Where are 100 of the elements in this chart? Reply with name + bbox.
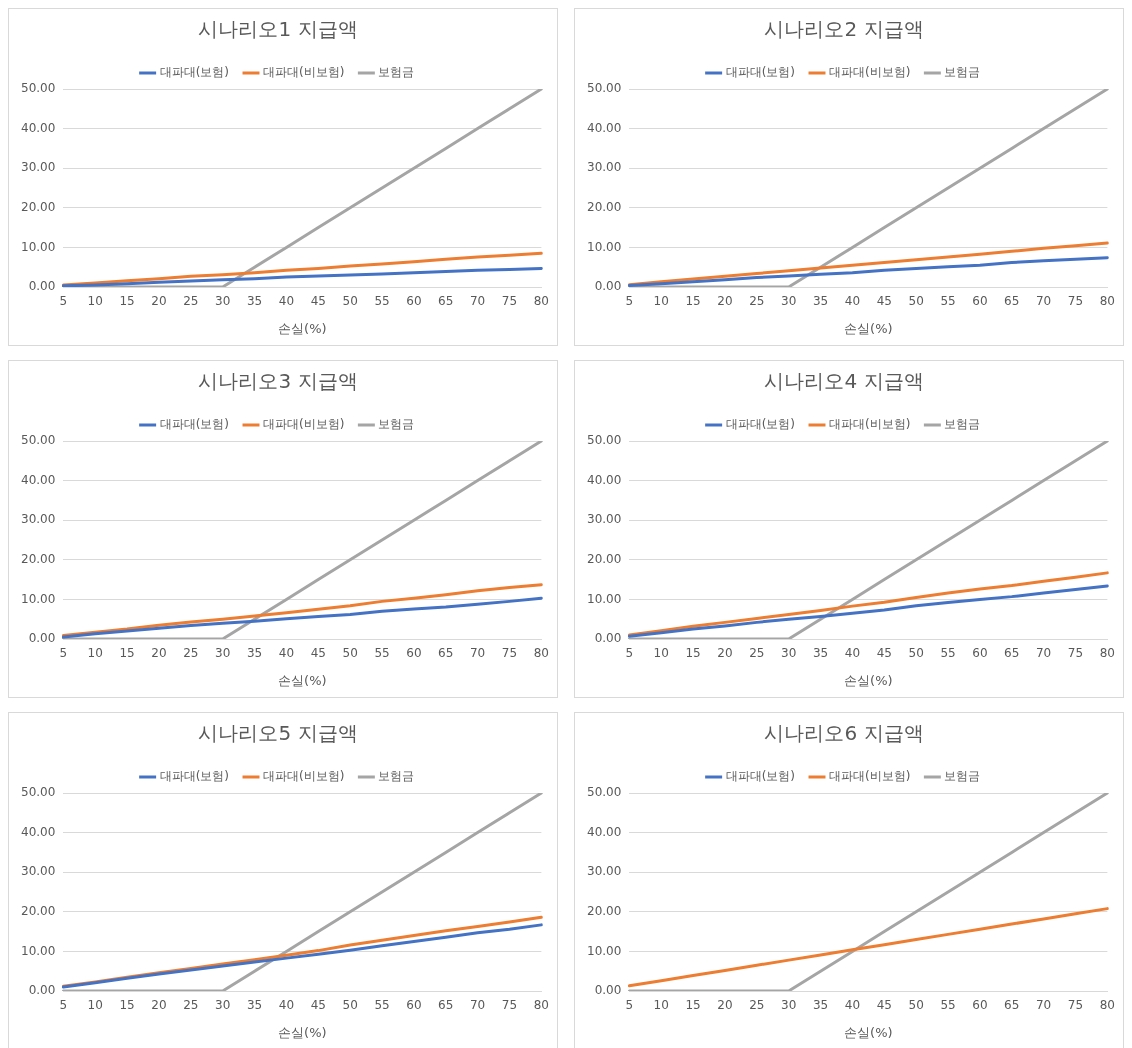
x-tick-label: 80 [1099, 294, 1116, 309]
x-tick-label: 30 [215, 646, 231, 661]
chart-title: 시나리오5 지급액 [198, 721, 358, 746]
y-tick-label: 30.00 [20, 864, 56, 879]
x-tick-label: 80 [533, 294, 550, 309]
x-tick-label: 40 [278, 998, 295, 1013]
x-tick-label: 5 [59, 294, 68, 309]
x-tick-label: 75 [1067, 998, 1084, 1013]
y-tick-label: 40.00 [586, 120, 622, 135]
x-tick-label: 55 [374, 998, 390, 1013]
x-tick-label: 80 [1099, 646, 1116, 661]
x-tick-label: 35 [812, 998, 829, 1013]
x-tick-label: 50 [342, 646, 358, 661]
x-tick-label: 70 [469, 998, 486, 1013]
x-tick-label: 65 [1004, 294, 1020, 309]
x-axis-title: 손실(%) [278, 1024, 327, 1040]
x-tick-label: 10 [87, 294, 103, 309]
x-tick-label: 35 [812, 646, 829, 661]
y-tick-label: 0.00 [594, 279, 622, 294]
x-tick-label: 55 [374, 646, 390, 661]
legend-label: 대파대(보험) [159, 65, 230, 80]
x-axis-title: 손실(%) [278, 672, 327, 688]
x-tick-label: 50 [342, 998, 358, 1013]
x-tick-label: 30 [781, 998, 797, 1013]
x-tick-label: 60 [972, 294, 988, 309]
x-tick-label: 65 [438, 294, 454, 309]
x-tick-label: 25 [749, 646, 765, 661]
x-tick-label: 15 [119, 294, 135, 309]
x-tick-label: 40 [844, 998, 861, 1013]
y-tick-label: 40.00 [586, 472, 622, 487]
x-tick-label: 60 [972, 646, 988, 661]
x-axis-title: 손실(%) [844, 320, 893, 336]
x-tick-label: 55 [374, 294, 390, 309]
x-tick-label: 75 [501, 646, 518, 661]
x-tick-label: 5 [625, 294, 634, 309]
x-tick-label: 50 [908, 294, 924, 309]
x-tick-label: 15 [119, 646, 135, 661]
x-tick-label: 55 [940, 998, 956, 1013]
x-tick-label: 15 [685, 998, 701, 1013]
x-tick-label: 15 [119, 998, 135, 1013]
legend-label: 대파대(보험) [159, 417, 230, 432]
y-tick-label: 0.00 [28, 983, 56, 998]
y-tick-label: 20.00 [20, 199, 56, 214]
x-axis-title: 손실(%) [844, 672, 893, 688]
y-tick-label: 50.00 [586, 81, 622, 96]
x-tick-label: 25 [749, 294, 765, 309]
x-tick-label: 35 [246, 998, 263, 1013]
chart-title: 시나리오4 지급액 [764, 369, 924, 394]
x-tick-label: 30 [781, 646, 797, 661]
x-tick-label: 70 [469, 294, 486, 309]
x-tick-label: 40 [278, 294, 295, 309]
y-tick-label: 30.00 [586, 512, 622, 527]
x-tick-label: 10 [653, 998, 669, 1013]
x-tick-label: 15 [685, 646, 701, 661]
y-tick-label: 40.00 [20, 472, 56, 487]
x-tick-label: 35 [246, 646, 263, 661]
x-tick-label: 75 [501, 998, 518, 1013]
x-tick-label: 75 [501, 294, 518, 309]
legend-label: 대파대(비보험) [263, 65, 345, 80]
x-tick-label: 40 [844, 646, 861, 661]
x-tick-label: 5 [59, 646, 68, 661]
x-tick-label: 20 [151, 294, 167, 309]
x-tick-label: 60 [406, 998, 422, 1013]
y-tick-label: 10.00 [586, 591, 622, 606]
legend-label: 대파대(보험) [725, 417, 796, 432]
y-tick-label: 30.00 [586, 864, 622, 879]
x-tick-label: 5 [59, 998, 68, 1013]
y-tick-label: 40.00 [20, 120, 56, 135]
y-tick-label: 20.00 [586, 903, 622, 918]
x-tick-label: 30 [215, 294, 231, 309]
y-tick-label: 40.00 [586, 824, 622, 839]
x-tick-label: 25 [183, 646, 199, 661]
x-tick-label: 10 [87, 998, 103, 1013]
x-tick-label: 20 [717, 646, 733, 661]
x-tick-label: 10 [653, 294, 669, 309]
x-tick-label: 70 [1035, 646, 1052, 661]
legend-label: 대파대(비보험) [263, 769, 345, 784]
x-tick-label: 40 [278, 646, 295, 661]
y-tick-label: 30.00 [20, 160, 56, 175]
x-tick-label: 70 [1035, 998, 1052, 1013]
x-tick-label: 5 [625, 998, 634, 1013]
y-tick-label: 0.00 [28, 631, 56, 646]
x-tick-label: 75 [1067, 646, 1084, 661]
x-tick-label: 55 [940, 294, 956, 309]
x-tick-label: 10 [653, 646, 669, 661]
x-tick-label: 35 [246, 294, 263, 309]
x-tick-label: 60 [972, 998, 988, 1013]
x-tick-label: 20 [151, 998, 167, 1013]
x-tick-label: 75 [1067, 294, 1084, 309]
y-tick-label: 10.00 [20, 943, 56, 958]
legend-label: 대파대(비보험) [829, 65, 911, 80]
chart-title: 시나리오6 지급액 [764, 721, 924, 746]
y-tick-label: 50.00 [586, 433, 622, 448]
x-tick-label: 35 [812, 294, 829, 309]
legend-label: 보험금 [378, 65, 415, 80]
x-tick-label: 45 [876, 294, 892, 309]
x-tick-label: 60 [406, 646, 422, 661]
x-tick-label: 20 [151, 646, 167, 661]
legend-label: 보험금 [378, 769, 415, 784]
y-tick-label: 30.00 [20, 512, 56, 527]
